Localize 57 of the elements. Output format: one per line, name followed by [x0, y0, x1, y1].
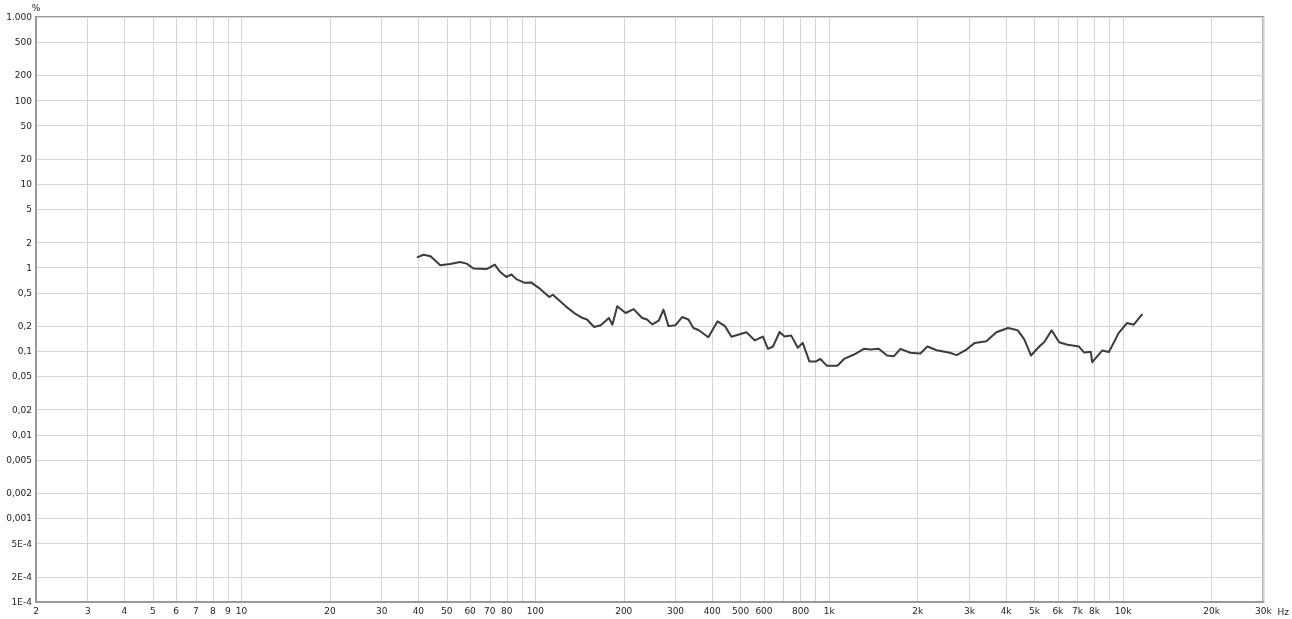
y-tick-label: 0,2: [17, 321, 32, 332]
x-tick-label: 7k: [1072, 605, 1084, 616]
y-tick-label: 0,5: [17, 287, 32, 298]
x-tick-label: 20: [324, 605, 336, 616]
x-tick-label: 20k: [1203, 605, 1221, 616]
x-tick-label: 300: [666, 605, 685, 616]
x-tick-label: 1k: [823, 605, 836, 616]
y-tick-label: 0,1: [17, 346, 32, 357]
x-tick-label: 100: [526, 605, 545, 616]
x-tick-label: 5: [150, 605, 156, 616]
x-tick-label: 400: [703, 605, 722, 616]
x-tick-label: 200: [615, 605, 633, 616]
y-tick-label: 10: [20, 179, 33, 190]
x-tick-label: 6k: [1052, 605, 1065, 616]
y-tick-label: 0,02: [11, 404, 32, 415]
y-tick-label: 0,005: [6, 455, 32, 466]
x-tick-label: 70: [484, 605, 496, 616]
y-tick-label: 1E-4: [11, 597, 33, 607]
x-tick-label: 2k: [912, 605, 924, 616]
x-tick-label: 9: [225, 605, 232, 616]
y-tick-label: 5: [26, 204, 32, 215]
y-tick-label: 0,002: [6, 488, 32, 499]
x-tick-label: 10k: [1114, 605, 1133, 616]
x-tick-label: 4k: [1000, 605, 1013, 616]
x-tick-label: 8: [210, 605, 217, 616]
x-tick-label: 5k: [1029, 605, 1041, 616]
y-tick-label: 5E-4: [11, 538, 33, 549]
y-tick-label: 20: [20, 153, 33, 164]
y-tick-label: 0,001: [6, 513, 32, 524]
y-tick-label: 0,01: [11, 429, 32, 440]
y-axis-title: %: [31, 3, 41, 14]
x-tick-label: 3: [84, 605, 91, 616]
x-tick-label: 500: [732, 605, 750, 616]
x-tick-label: 30k: [1254, 605, 1273, 616]
x-tick-label: 60: [464, 605, 477, 616]
y-tick-label: 1: [26, 262, 32, 273]
y-tick-label: 100: [14, 95, 33, 106]
y-tick-label: 2: [26, 237, 32, 248]
y-tick-label: 1.000: [6, 12, 33, 22]
y-tick-label: 500: [14, 37, 33, 48]
x-tick-label: 4: [121, 605, 128, 616]
x-tick-label: 600: [755, 605, 773, 616]
y-tick-label: 0,05: [11, 371, 32, 382]
x-tick-label: 40: [412, 605, 425, 616]
x-tick-label: 3k: [963, 605, 976, 616]
x-tick-label: 7: [193, 605, 199, 616]
y-tick-label: 50: [20, 120, 33, 131]
x-tick-label: 30: [375, 605, 388, 616]
x-axis-title: Hz: [1277, 606, 1290, 617]
x-tick-label: 6: [173, 605, 180, 616]
x-tick-label: 800: [792, 605, 810, 616]
y-tick-label: 200: [14, 70, 33, 81]
y-tick-label: 2E-4: [11, 571, 33, 582]
x-tick-label: 80: [501, 605, 513, 616]
x-tick-label: 10: [235, 605, 248, 616]
x-tick-label: 50: [441, 605, 453, 616]
x-tick-label: 8k: [1089, 605, 1101, 616]
